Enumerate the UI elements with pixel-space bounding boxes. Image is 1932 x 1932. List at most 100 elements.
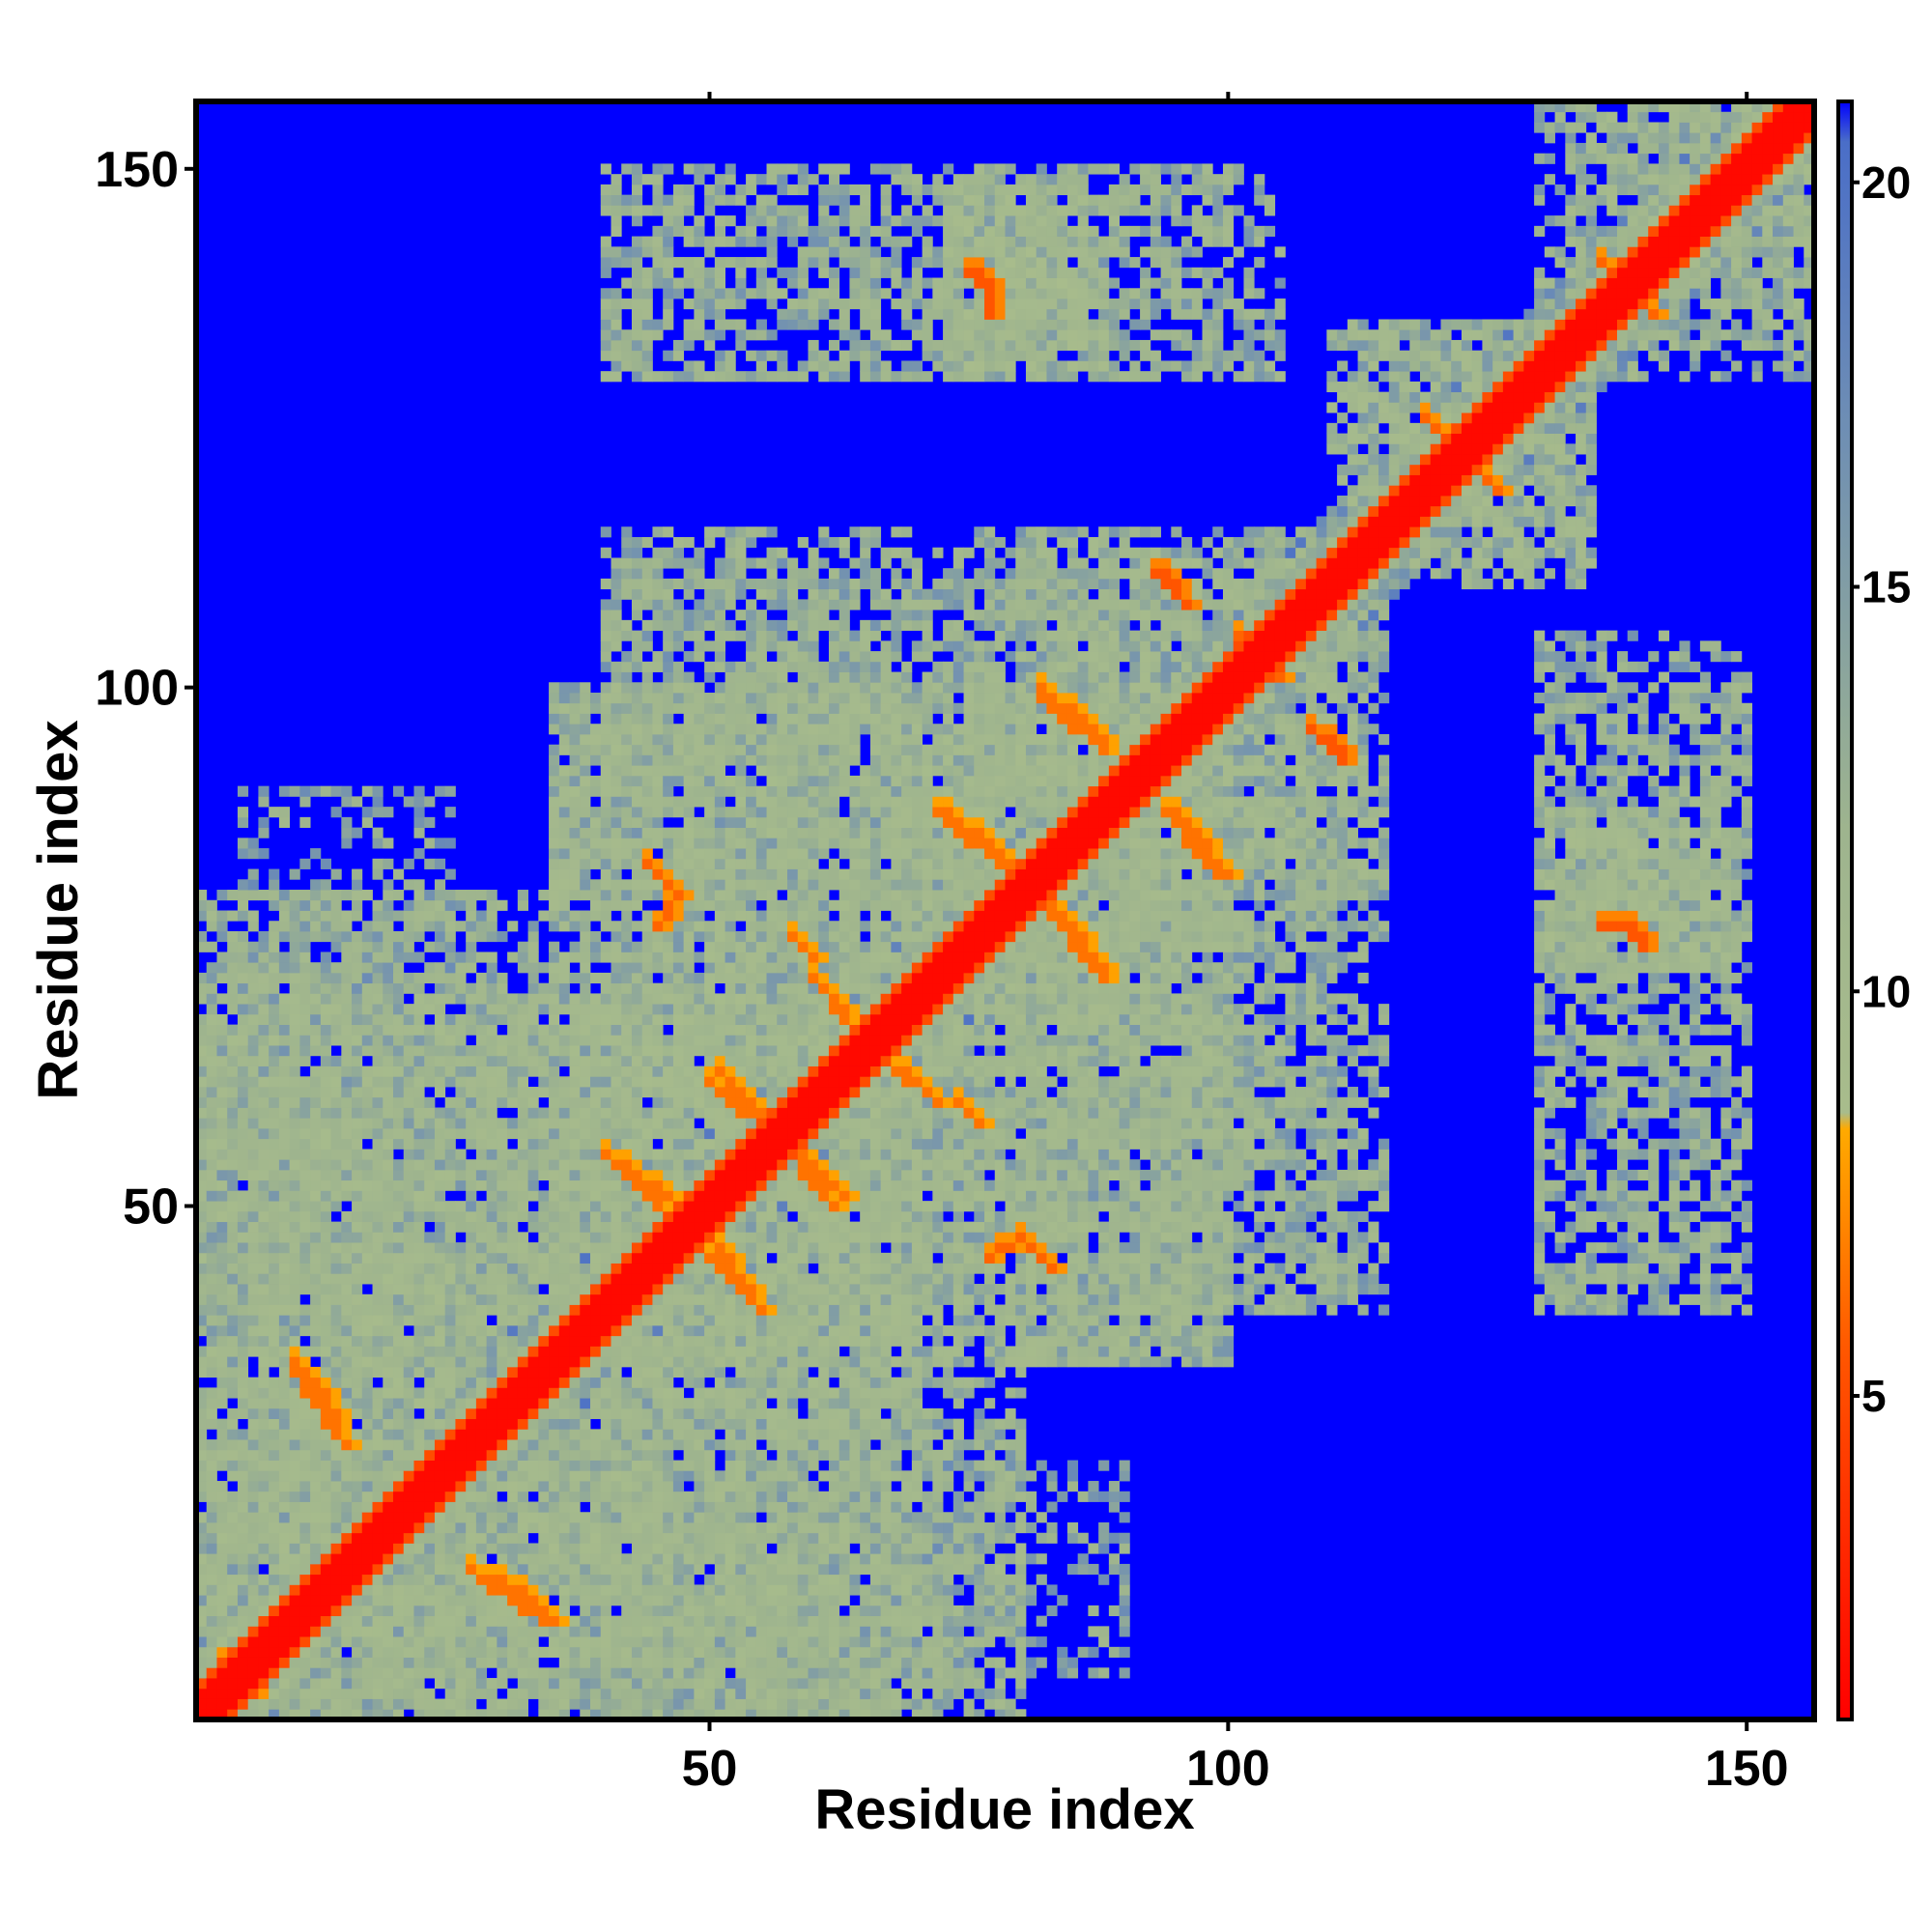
- heatmap-cell: [631, 1605, 643, 1617]
- heatmap-cell: [704, 619, 716, 631]
- heatmap-cell: [631, 267, 643, 278]
- heatmap-cell: [517, 1543, 528, 1554]
- heatmap-cell: [320, 1055, 331, 1066]
- heatmap-cell: [652, 1626, 664, 1637]
- heatmap-cell: [403, 1574, 414, 1585]
- heatmap-cell: [704, 163, 716, 175]
- heatmap-cell: [424, 1004, 436, 1015]
- heatmap-cell: [694, 236, 705, 247]
- heatmap-cell: [558, 796, 570, 808]
- heatmap-cell: [538, 1481, 550, 1492]
- heatmap-cell: [672, 827, 685, 838]
- heatmap-cell: [486, 1429, 497, 1440]
- heatmap-cell: [206, 1024, 217, 1036]
- heatmap-cell: [269, 1210, 280, 1223]
- heatmap-cell: [641, 1398, 653, 1409]
- heatmap-cell: [558, 921, 570, 932]
- heatmap-cell: [475, 993, 488, 1005]
- heatmap-cell: [663, 1584, 674, 1596]
- heatmap-cell: [424, 1024, 436, 1036]
- heatmap-cell: [694, 319, 705, 330]
- heatmap-cell: [672, 1127, 685, 1140]
- heatmap-cell: [538, 1252, 550, 1264]
- heatmap-cell: [258, 1439, 270, 1451]
- heatmap-cell: [466, 1584, 477, 1596]
- heatmap-cell: [652, 1407, 664, 1420]
- heatmap-cell: [507, 1004, 519, 1015]
- heatmap-cell: [621, 930, 633, 943]
- heatmap-cell: [527, 1356, 539, 1368]
- heatmap-cell: [580, 1387, 591, 1399]
- heatmap-cell: [497, 1169, 508, 1181]
- heatmap-cell: [600, 1201, 611, 1212]
- heatmap-cell: [569, 744, 581, 755]
- heatmap-cell: [569, 993, 581, 1005]
- heatmap-cell: [330, 1169, 342, 1181]
- heatmap-cell: [569, 1055, 581, 1066]
- heatmap-cell: [558, 1273, 570, 1285]
- heatmap-cell: [549, 848, 560, 860]
- heatmap-cell: [393, 1470, 405, 1482]
- heatmap-cell: [424, 972, 436, 984]
- heatmap-cell: [466, 1055, 477, 1066]
- heatmap-cell: [621, 1242, 633, 1254]
- heatmap-cell: [611, 1013, 622, 1026]
- heatmap-cell: [413, 1584, 425, 1596]
- heatmap-cell: [269, 1667, 280, 1679]
- heatmap-cell: [735, 1584, 747, 1596]
- heatmap-cell: [247, 1449, 259, 1461]
- heatmap-cell: [341, 1335, 353, 1347]
- heatmap-cell: [352, 1346, 363, 1357]
- heatmap-cell: [590, 1646, 602, 1658]
- heatmap-cell: [746, 1470, 757, 1482]
- heatmap-cell: [527, 1024, 539, 1036]
- heatmap-cell: [393, 1356, 405, 1368]
- heatmap-cell: [455, 1263, 467, 1274]
- heatmap-cell: [600, 879, 611, 891]
- heatmap-cell: [611, 930, 622, 943]
- heatmap-cell: [549, 1698, 560, 1710]
- heatmap-cell: [497, 899, 508, 911]
- heatmap-cell: [724, 952, 736, 963]
- heatmap-cell: [403, 1449, 414, 1461]
- heatmap-cell: [621, 1273, 633, 1285]
- heatmap-cell: [237, 1553, 249, 1565]
- heatmap-cell: [569, 1087, 581, 1098]
- heatmap-cell: [714, 838, 725, 849]
- heatmap-cell: [424, 1169, 436, 1181]
- heatmap-cell: [403, 1563, 414, 1576]
- heatmap-cell: [237, 1563, 249, 1576]
- heatmap-cell: [621, 1179, 633, 1191]
- heatmap-cell: [206, 1346, 217, 1357]
- heatmap-cell: [538, 1315, 550, 1326]
- heatmap-cell: [216, 1574, 228, 1585]
- heatmap-cell: [227, 1096, 239, 1108]
- heatmap-cell: [631, 1149, 643, 1160]
- heatmap-cell: [206, 1201, 217, 1212]
- heatmap-cell: [735, 1232, 747, 1243]
- heatmap-cell: [704, 1574, 716, 1585]
- heatmap-cell: [549, 1377, 560, 1388]
- heatmap-cell: [434, 1698, 446, 1710]
- heatmap-cell: [663, 246, 674, 258]
- heatmap-cell: [299, 816, 311, 829]
- heatmap-cell: [694, 1335, 705, 1347]
- heatmap-cell: [641, 1636, 653, 1648]
- heatmap-cell: [611, 1626, 622, 1637]
- heatmap-cell: [507, 1232, 519, 1243]
- heatmap-cell: [735, 371, 747, 383]
- heatmap-cell: [403, 1595, 414, 1606]
- heatmap-cell: [724, 1615, 736, 1627]
- heatmap-cell: [600, 952, 611, 963]
- heatmap-cell: [724, 1356, 736, 1368]
- heatmap-cell: [486, 1366, 497, 1378]
- heatmap-cell: [527, 1407, 539, 1420]
- heatmap-cell: [517, 1055, 528, 1066]
- heatmap-cell: [227, 1024, 239, 1036]
- heatmap-cell: [486, 1584, 497, 1596]
- heatmap-cell: [652, 1449, 664, 1461]
- heatmap-cell: [735, 1657, 747, 1668]
- heatmap-cell: [466, 910, 477, 922]
- heatmap-cell: [434, 1190, 446, 1202]
- heatmap-cell: [672, 194, 685, 206]
